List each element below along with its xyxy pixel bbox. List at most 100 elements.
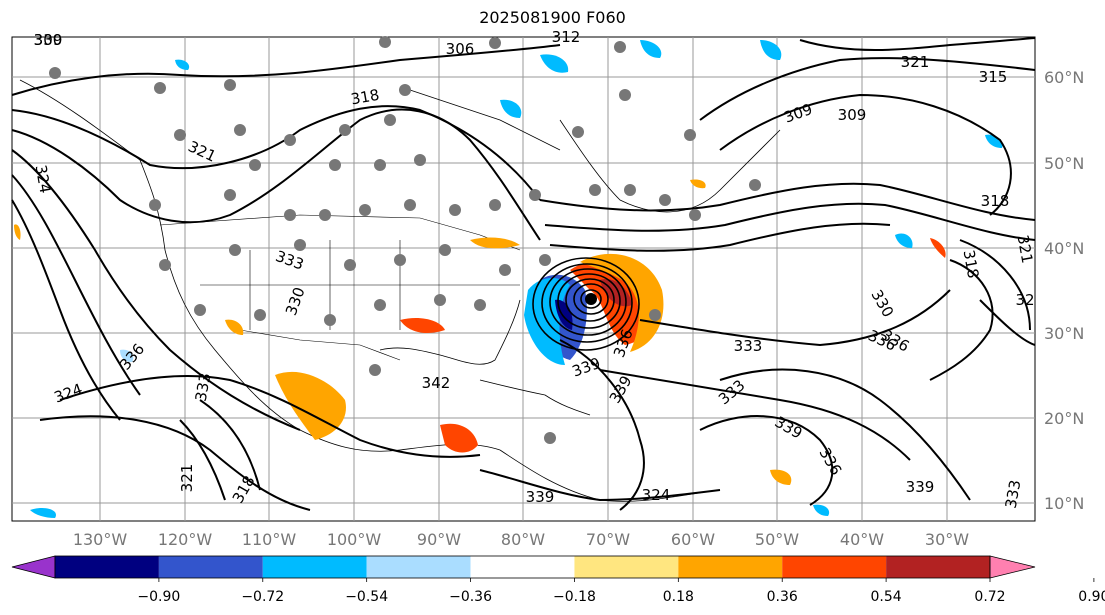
contour-value-label: 312 [552,28,581,46]
contour-value-label: 333 [1002,478,1025,509]
lon-tick-label: 70°W [586,530,630,549]
contour-321e [544,202,1036,241]
contour-321 [11,174,141,396]
lat-tick-label: 60°N [1044,68,1084,87]
contour-318e [539,182,1036,221]
lat-tick-label: 20°N [1044,409,1084,428]
cyclone-ring-5 [549,268,627,336]
contour-321far [959,239,1036,346]
cyclone-ring-7 [532,257,640,351]
contour-value-label: 342 [422,374,451,392]
colorbar-segment [678,556,783,578]
contour-336 [179,399,261,501]
contour-324e [549,222,891,252]
contour-value-label: 333 [734,337,763,355]
lon-tick-label: 100°W [327,530,382,549]
contour-309 [11,105,541,201]
contour-324 [11,199,121,421]
lat-tick-label: 10°N [1044,494,1084,513]
lat-tick-label: 30°N [1044,324,1084,343]
contour-value-label: 306 [446,40,475,58]
colorbar-tick-label: 0.54 [871,589,902,605]
contour-324s [559,339,645,511]
station-dots [49,36,761,444]
colorbar-segment [55,556,159,578]
cyclone-ring-1 [580,289,602,309]
contour-306 [11,44,561,96]
contour-value-label: 318 [981,192,1010,210]
contour-value-label: 32 [1015,291,1034,309]
contour-value-label: 324 [642,486,671,504]
cyclone-contours [532,257,640,351]
cyclone-ring-4 [557,273,621,329]
colorbar-segment [782,556,887,578]
contour-309e [719,93,1012,216]
contour-312 [11,108,541,241]
caribbean-islands [479,379,591,416]
lon-tick-label: 50°W [755,530,799,549]
contour-value-label: 318 [349,86,380,109]
chart-title: 2025081900 F060 [479,8,626,27]
colorbar-tick-label: −0.36 [449,589,492,605]
colorbar-extend-high [989,555,1036,579]
contour-333e [599,369,911,461]
contour-value-label: 309 [34,31,63,49]
colorbar-extend-low [11,555,56,579]
colorbar-outline [54,555,991,579]
colorbar-tick-label: −0.90 [137,589,180,605]
contour-330 [59,375,481,458]
contour-318 [11,149,301,431]
cyclone-ring-2 [573,283,609,315]
lat-tick-label: 40°N [1044,239,1084,258]
colorbar-tick-label: 0.90 [1078,589,1105,605]
canada-east-coast [559,119,781,213]
contour-315 [699,57,1036,121]
colorbar-tick-label: −0.54 [345,589,388,605]
contour-336e [719,368,971,501]
colorbar-tick-label: −0.18 [553,589,596,605]
contour-value-label: 318 [960,248,983,279]
contour-value-label: 321 [901,53,930,71]
cyclone-ring-3 [565,278,615,322]
colorbar-tick-label: 0.18 [663,589,694,605]
lat-tick-label: 50°N [1044,154,1084,173]
contour-312e [799,37,1036,51]
contour-value-label: 309 [838,106,867,124]
colorbar-labels: −0.90 −0.72 −0.54 −0.36 −0.18 0.18 0.36 0.54 0.7… [137,578,1105,605]
contour-value-label: 339 [906,478,935,496]
lon-tick-label: 90°W [417,530,461,549]
colorbar-segment [470,556,575,578]
lon-tick-label: 40°W [840,530,884,549]
height-contours [11,37,1036,511]
colorbar-tick-label: 0.72 [974,589,1005,605]
colorbar-segment [262,556,367,578]
lon-tick-label: 60°W [671,530,715,549]
contour-339s [479,469,721,502]
latitude-labels: 60°N 50°N 40°N 30°N 20°N 10°N [1044,68,1084,513]
contour-value-label: 339 [526,488,555,506]
us-mexico-border [239,329,401,361]
state-lines [200,240,520,330]
contour-318far [929,259,994,381]
contour-value-label: 315 [979,68,1008,86]
colorbar [11,555,1036,579]
lon-tick-label: 130°W [73,530,128,549]
colorbar-segment [886,556,990,578]
contour-value-label: 321 [178,464,196,493]
contour-330e [639,289,951,347]
lon-tick-label: 30°W [925,530,969,549]
lon-tick-label: 120°W [158,530,213,549]
colorbar-tick-label: 0.36 [767,589,798,605]
lon-tick-label: 110°W [242,530,297,549]
gulf-coast [379,299,521,365]
cyclone-center [585,293,597,305]
contour-value-label: 333 [192,371,215,402]
cyclone-ring-6 [541,263,633,343]
contour-339e [699,415,834,506]
contour-value-label: 324 [32,163,55,194]
colorbar-segment [366,556,471,578]
colorbar-tick-label: −0.72 [241,589,284,605]
lon-tick-label: 80°W [501,530,545,549]
longitude-labels: 130°W 120°W 110°W 100°W 90°W 80°W 70°W 60°W 50°W… [73,530,969,549]
